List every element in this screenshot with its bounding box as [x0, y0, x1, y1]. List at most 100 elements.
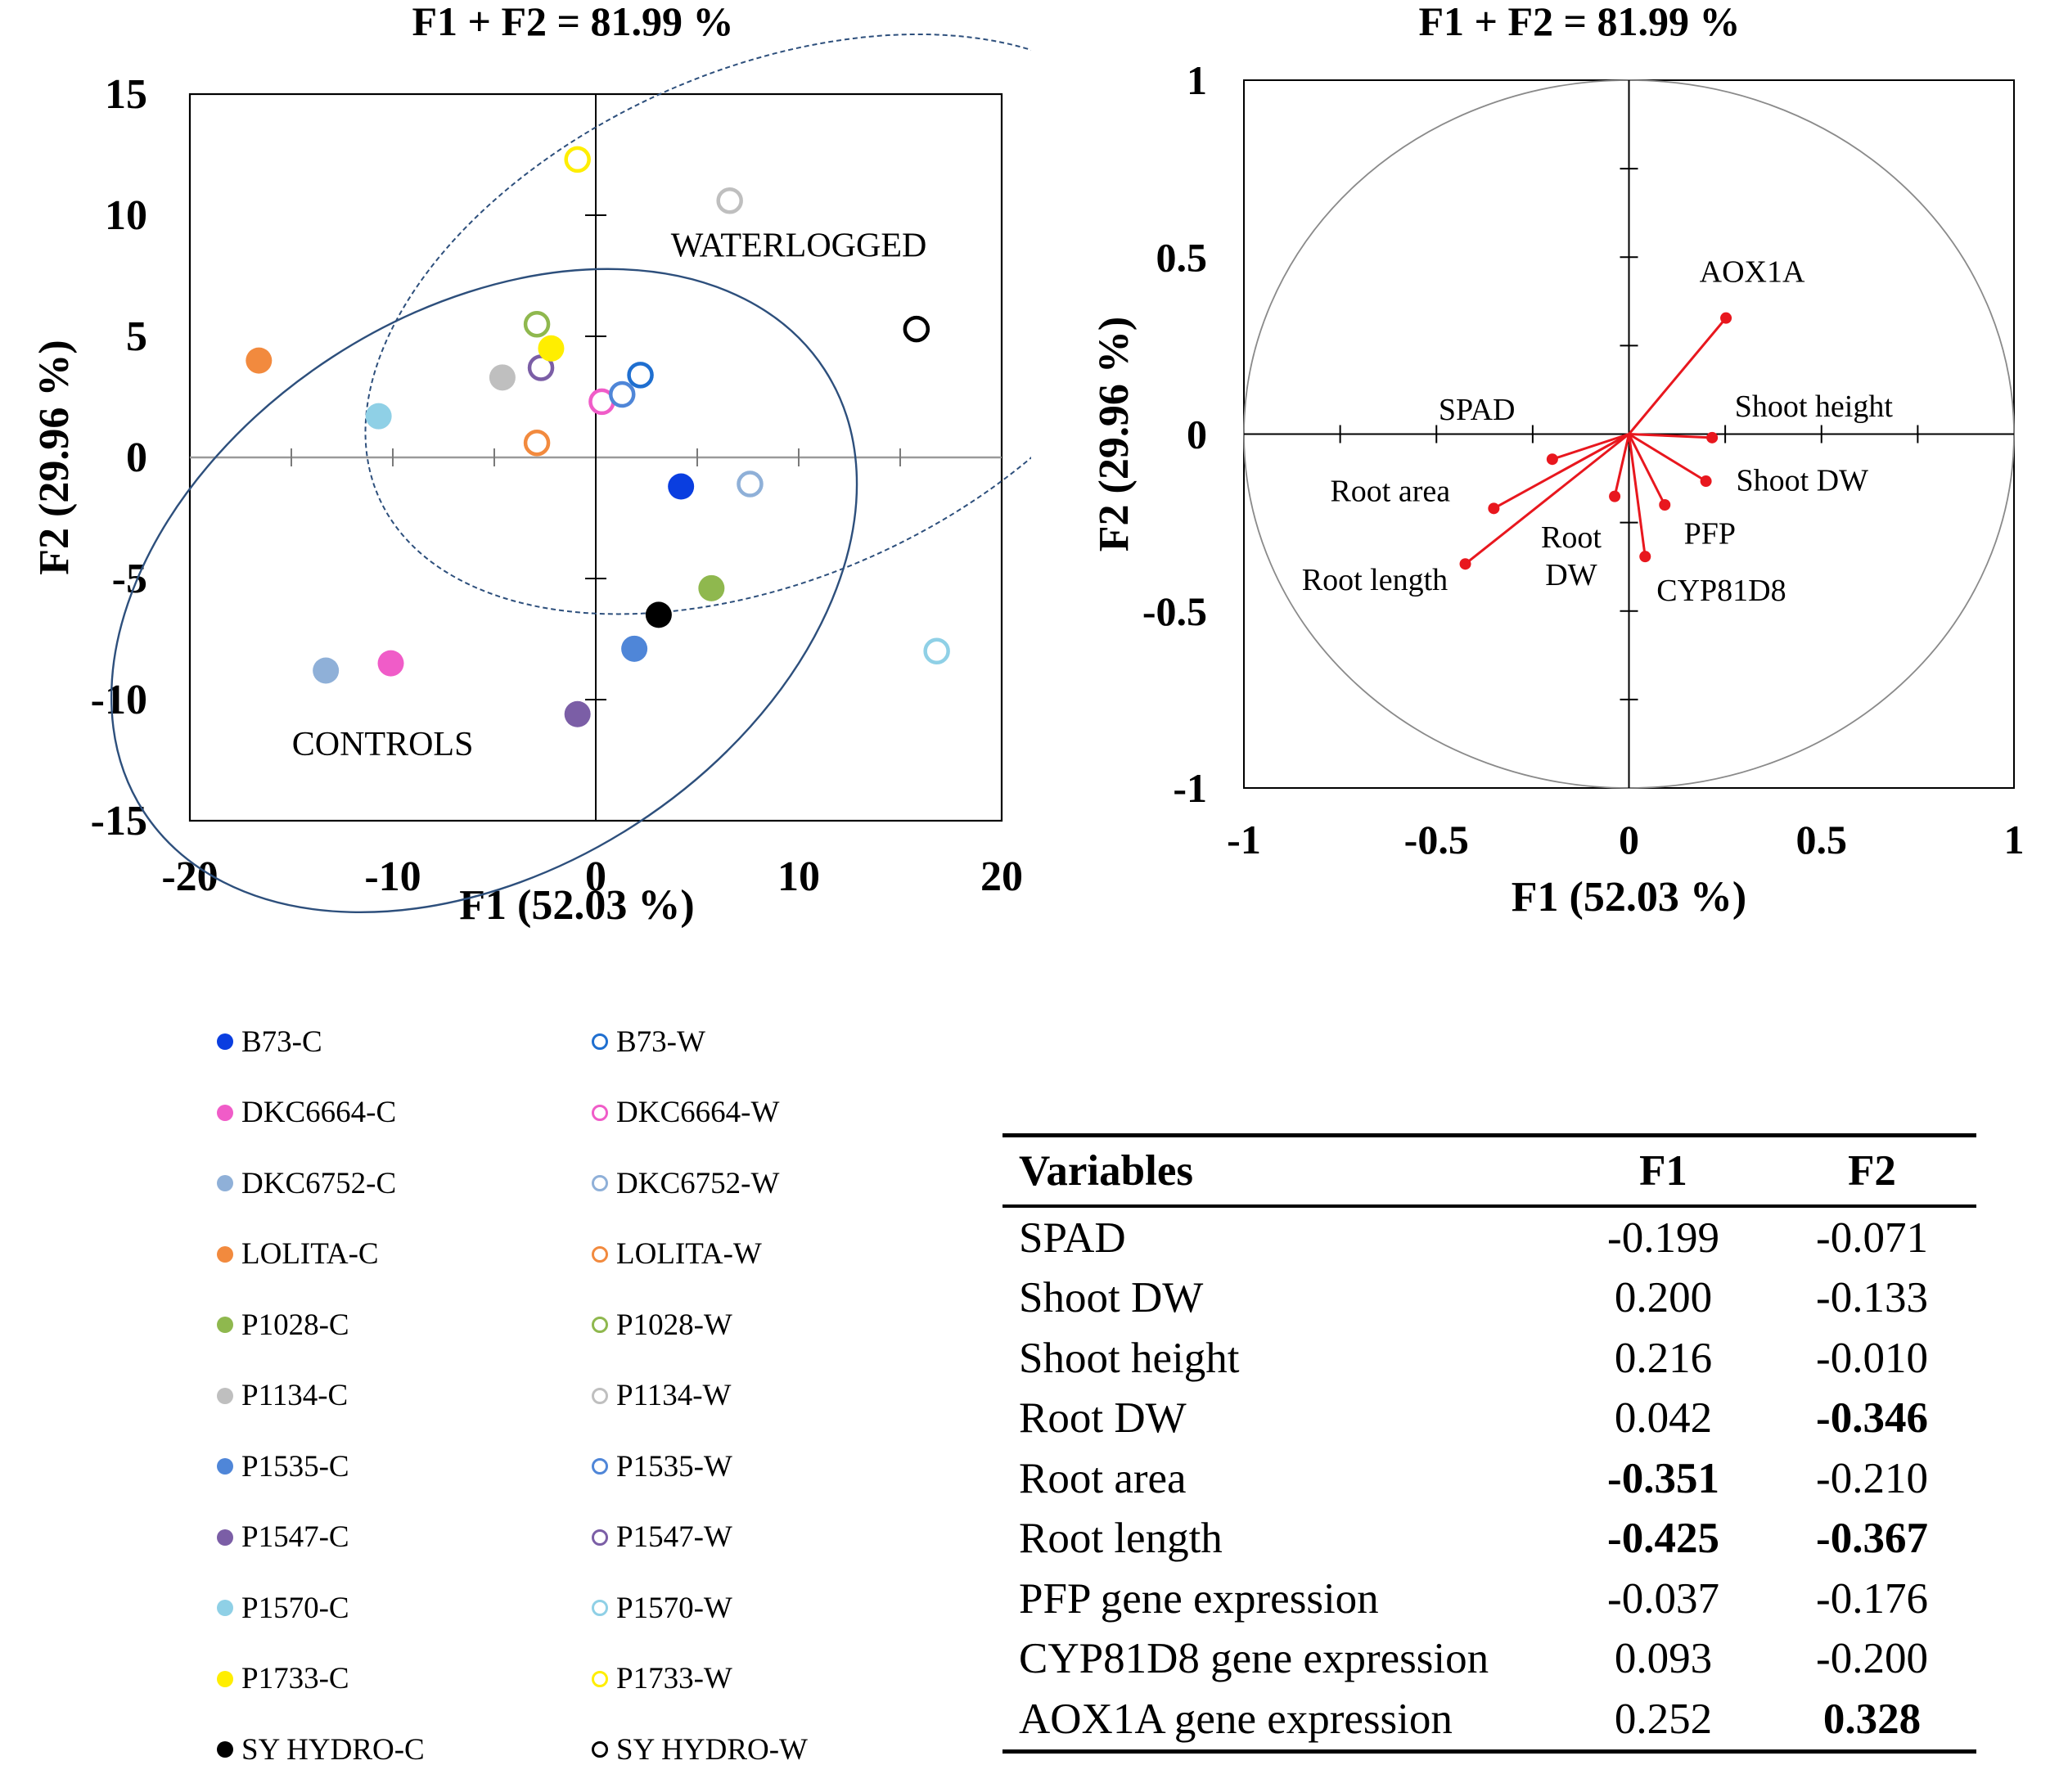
table-cell-variable: Root area: [1019, 1454, 1187, 1502]
vector-label: Root area: [1330, 475, 1450, 509]
y-tick-label: -15: [91, 798, 147, 844]
x-tick-label: -10: [364, 853, 421, 900]
loading-vector: [1628, 317, 1728, 435]
legend-label: SY HYDRO-W: [616, 1732, 808, 1767]
group-label: CONTROLS: [292, 726, 474, 763]
table-row: Shoot height 0.216 -0.010: [1002, 1328, 1976, 1389]
data-point: [377, 650, 404, 677]
x-tick-label: -1: [1227, 817, 1261, 862]
legend-marker: [592, 1245, 608, 1263]
y-tick-label: -5: [112, 556, 147, 602]
legend-item: P1547-W: [592, 1502, 808, 1574]
column-header-variables: Variables: [1019, 1147, 1194, 1195]
legend-marker: [592, 1529, 608, 1546]
legend-marker: [217, 1387, 233, 1404]
data-point: [903, 315, 930, 343]
legend-item: SY HYDRO-C: [217, 1714, 425, 1785]
legend-item: P1547-C: [217, 1502, 425, 1574]
legend-item: P1535-W: [592, 1431, 808, 1502]
controls-ellipse: [110, 268, 858, 914]
x-tick-label: 0: [585, 853, 606, 900]
x-axis-label: F1 (52.03 %): [1512, 874, 1746, 921]
table-row: Root DW 0.042 -0.346: [1002, 1389, 1976, 1449]
table-row: Root length -0.425 -0.367: [1002, 1509, 1976, 1569]
legend: B73-C DKC6664-C DKC6752-C LOLITA-C P1028-C P1…: [217, 1006, 953, 1792]
legend-marker: [217, 1104, 233, 1121]
table-cell-f1: 0.042: [1614, 1394, 1713, 1443]
legend-item: DKC6752-C: [217, 1148, 425, 1219]
legend-item: B73-W: [592, 1006, 808, 1078]
legend-label: P1535-C: [241, 1449, 349, 1484]
legend-label: P1547-C: [241, 1520, 349, 1555]
legend-item: DKC6664-W: [592, 1078, 808, 1149]
x-tick-label: 1: [2004, 817, 2025, 862]
y-axis-label: F2 (29.96 %): [1091, 317, 1138, 552]
legend-item: P1570-W: [592, 1573, 808, 1644]
table-cell-f1: 0.216: [1614, 1334, 1713, 1382]
legend-label: P1028-C: [241, 1308, 349, 1342]
data-point: [523, 429, 551, 457]
legend-column-controls: B73-C DKC6664-C DKC6752-C LOLITA-C P1028-C P1…: [217, 1006, 425, 1785]
table-row: Root area -0.351 -0.210: [1002, 1448, 1976, 1509]
column-header-f2: F2: [1848, 1147, 1896, 1195]
legend-item: LOLITA-C: [217, 1219, 425, 1290]
vector-label: PFP: [1684, 517, 1736, 552]
loading-plot: -1 -0.5 0 0.5 1 -1 -0.5 0 0.5 1 F1 + F2 = 81.99 % F…: [1091, 0, 2025, 921]
data-point: [564, 700, 591, 727]
y-tick-label: 1: [1187, 57, 1207, 103]
y-tick-label: 15: [105, 71, 147, 118]
waterlogged-ellipse: [364, 33, 1031, 615]
legend-item: P1028-W: [592, 1290, 808, 1361]
legend-marker: [217, 1741, 233, 1758]
table-cell-f1: 0.200: [1614, 1274, 1713, 1322]
legend-marker: [592, 1458, 608, 1475]
legend-marker: [217, 1033, 233, 1051]
data-point: [645, 601, 672, 628]
x-tick-label: 10: [777, 853, 820, 900]
legend-marker: [217, 1175, 233, 1192]
legend-marker: [592, 1741, 608, 1758]
table-cell-variable: Root length: [1019, 1515, 1223, 1563]
loading-vector: [1552, 433, 1629, 461]
loading-vector: [1613, 434, 1630, 497]
loading-point: [1546, 453, 1558, 466]
table-cell-variable: Shoot DW: [1019, 1274, 1204, 1322]
vector-label: Root: [1541, 520, 1602, 555]
table-cell-f1: 0.252: [1614, 1695, 1713, 1743]
table-cell-variable: CYP81D8 gene expression: [1019, 1635, 1489, 1683]
data-point: [538, 335, 565, 362]
table-cell-variable: Root DW: [1019, 1394, 1187, 1443]
table-cell-f1: -0.351: [1607, 1454, 1719, 1502]
data-point: [668, 473, 695, 500]
legend-marker: [217, 1458, 233, 1475]
table-cell-f2: -0.071: [1816, 1213, 1928, 1262]
legend-item: P1028-C: [217, 1290, 425, 1361]
legend-marker: [217, 1600, 233, 1617]
x-tick-label: -0.5: [1404, 817, 1469, 862]
y-tick-label: 0: [126, 434, 147, 481]
loading-point: [1706, 431, 1719, 443]
y-tick-label: -10: [91, 677, 147, 723]
legend-label: P1733-W: [616, 1662, 732, 1696]
table-row: PFP gene expression -0.037 -0.176: [1002, 1569, 1976, 1629]
column-header-f1: F1: [1639, 1147, 1687, 1195]
vector-label: Shoot DW: [1736, 464, 1868, 498]
table-cell-variable: PFP gene expression: [1019, 1574, 1379, 1623]
vector-label: AOX1A: [1700, 255, 1805, 290]
data-point: [923, 637, 950, 665]
legend-marker: [592, 1033, 608, 1051]
vector-label: SPAD: [1439, 393, 1516, 427]
y-axis-label: F2 (29.96 %): [31, 340, 78, 574]
legend-marker: [217, 1670, 233, 1687]
table-cell-variable: SPAD: [1019, 1213, 1126, 1262]
legend-column-waterlogged: B73-W DKC6664-W DKC6752-W LOLITA-W P1028-W P1…: [592, 1006, 808, 1785]
data-point: [698, 574, 725, 601]
loading-vector: [1464, 433, 1630, 565]
table-cell-f2: -0.010: [1816, 1334, 1928, 1382]
data-point: [523, 310, 551, 338]
vector-label: CYP81D8: [1656, 574, 1786, 608]
y-tick-label: 0: [1187, 412, 1207, 457]
loading-point: [1659, 499, 1671, 511]
legend-label: P1547-W: [616, 1520, 732, 1555]
legend-label: B73-W: [616, 1024, 705, 1059]
